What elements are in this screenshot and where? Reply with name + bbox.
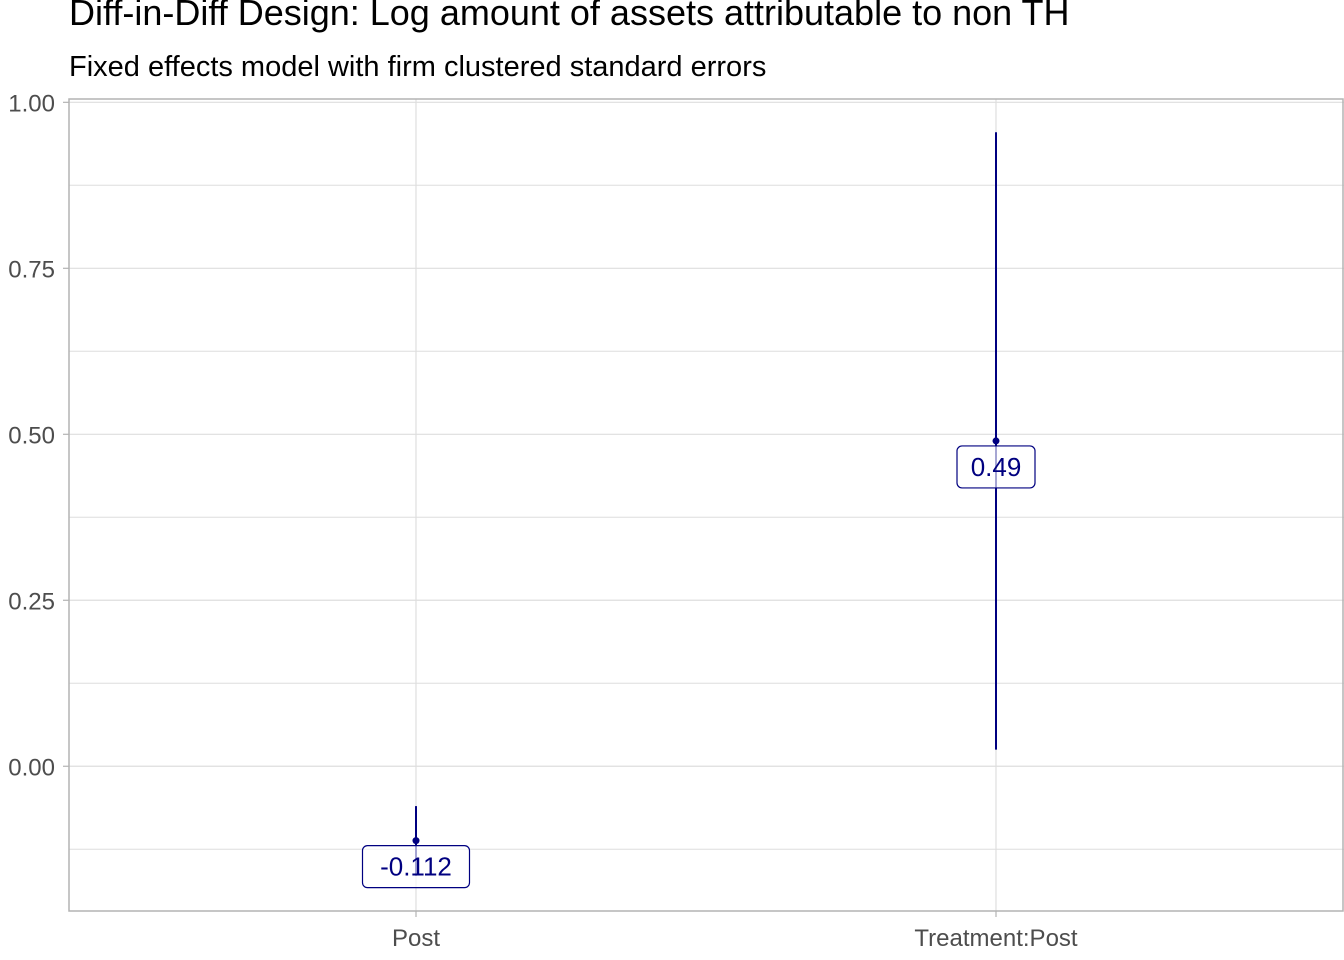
y-tick-label: 0.75 [8, 256, 55, 283]
data-marks [412, 132, 1000, 876]
data-label-box [361, 845, 471, 889]
chart-title: Diff-in-Diff Design: Log amount of asset… [69, 0, 1070, 33]
x-tick-label: Post [392, 925, 440, 952]
data-label-box [956, 445, 1036, 489]
y-tick-label: 0.25 [8, 588, 55, 615]
panel-border [68, 98, 1344, 912]
y-tick-label: 0.00 [8, 754, 55, 781]
data-labels: -0.112 0.49 [361, 445, 1036, 889]
data-label: -0.112 [380, 852, 452, 882]
chart-subtitle: Fixed effects model with firm clustered … [69, 51, 767, 83]
data-label: 0.49 [971, 452, 1022, 482]
estimate-point [412, 837, 420, 845]
gridlines [69, 99, 1344, 911]
x-tick-label: Treatment:Post [914, 925, 1078, 952]
axes: 0.00 0.25 0.50 0.75 1.00 Post Treatment:Post [8, 90, 1344, 952]
y-tick-label: 1.00 [8, 90, 55, 117]
estimate-point [992, 437, 1000, 445]
y-tick-label: 0.50 [8, 422, 55, 449]
